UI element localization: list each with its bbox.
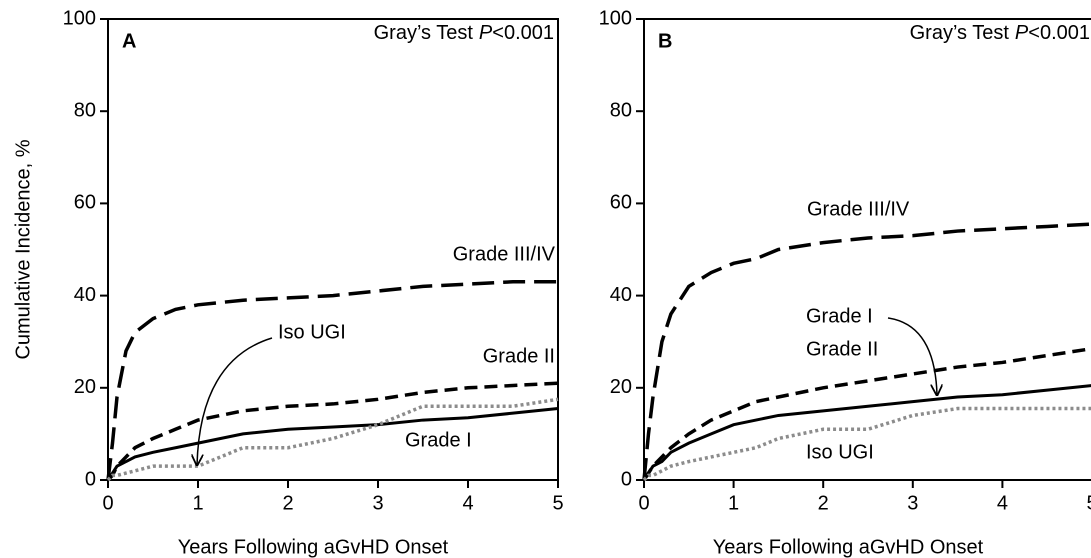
series-line (642, 346, 1091, 481)
y-tick-label: 0 (621, 468, 632, 490)
series-label: Grade II (483, 345, 555, 367)
series-line (106, 280, 558, 481)
y-tick-label: 40 (74, 284, 96, 306)
x-tick-label: 5 (552, 492, 563, 514)
y-tick-label: 20 (74, 376, 96, 398)
y-tick-label: 0 (85, 468, 96, 490)
plot-frame (643, 18, 1091, 481)
stat-annotation: Gray’s Test P<0.001 (910, 22, 1090, 44)
y-tick-label: 100 (63, 7, 96, 29)
x-tick-label: 3 (907, 492, 918, 514)
panel-letter: A (122, 30, 136, 52)
y-tick-label: 80 (74, 99, 96, 121)
plot-frame (107, 18, 559, 481)
y-tick-label: 60 (610, 192, 632, 214)
x-tick-label: 4 (462, 492, 473, 514)
y-tick-label: 100 (599, 7, 632, 29)
series-label: Grade I (806, 305, 873, 327)
x-tick-label: 3 (372, 492, 383, 514)
series-label: Grade I (405, 429, 472, 451)
series-line (106, 407, 559, 481)
stat-symbol: P (479, 22, 493, 44)
series-label: Grade III/IV (807, 198, 910, 220)
y-tick-label: 40 (610, 284, 632, 306)
x-axis-label: Years Following aGvHD Onset (178, 536, 449, 558)
series-label: Grade II (806, 338, 878, 360)
stat-value: <0.001 (1028, 22, 1090, 44)
x-tick-label: 0 (102, 492, 113, 514)
panel-letter: B (658, 30, 672, 52)
annotation-arrow (887, 317, 937, 395)
x-tick-label: 4 (997, 492, 1008, 514)
stat-prefix: Gray’s Test (374, 22, 474, 44)
y-tick-label: 60 (74, 192, 96, 214)
stat-symbol: P (1015, 22, 1029, 44)
series-label: Iso UGI (278, 321, 346, 343)
x-tick-label: 1 (728, 492, 739, 514)
series-label: Iso UGI (806, 441, 874, 463)
annotation-arrow (197, 337, 273, 465)
x-tick-label: 0 (638, 492, 649, 514)
x-tick-label: 5 (1086, 492, 1091, 514)
series-label: Grade III/IV (453, 243, 556, 265)
stat-prefix: Gray’s Test (910, 22, 1010, 44)
stat-annotation: Gray’s Test P<0.001 (374, 22, 554, 44)
series-line (106, 381, 559, 482)
x-tick-label: 1 (192, 492, 203, 514)
y-axis-label: Cumulative Incidence, % (12, 139, 34, 359)
series-line (106, 397, 559, 482)
stat-value: <0.001 (492, 22, 554, 44)
x-axis-label: Years Following aGvHD Onset (713, 536, 984, 558)
x-tick-label: 2 (282, 492, 293, 514)
y-tick-label: 80 (610, 99, 632, 121)
y-tick-label: 20 (610, 376, 632, 398)
x-tick-label: 2 (818, 492, 829, 514)
series-line (642, 384, 1091, 481)
